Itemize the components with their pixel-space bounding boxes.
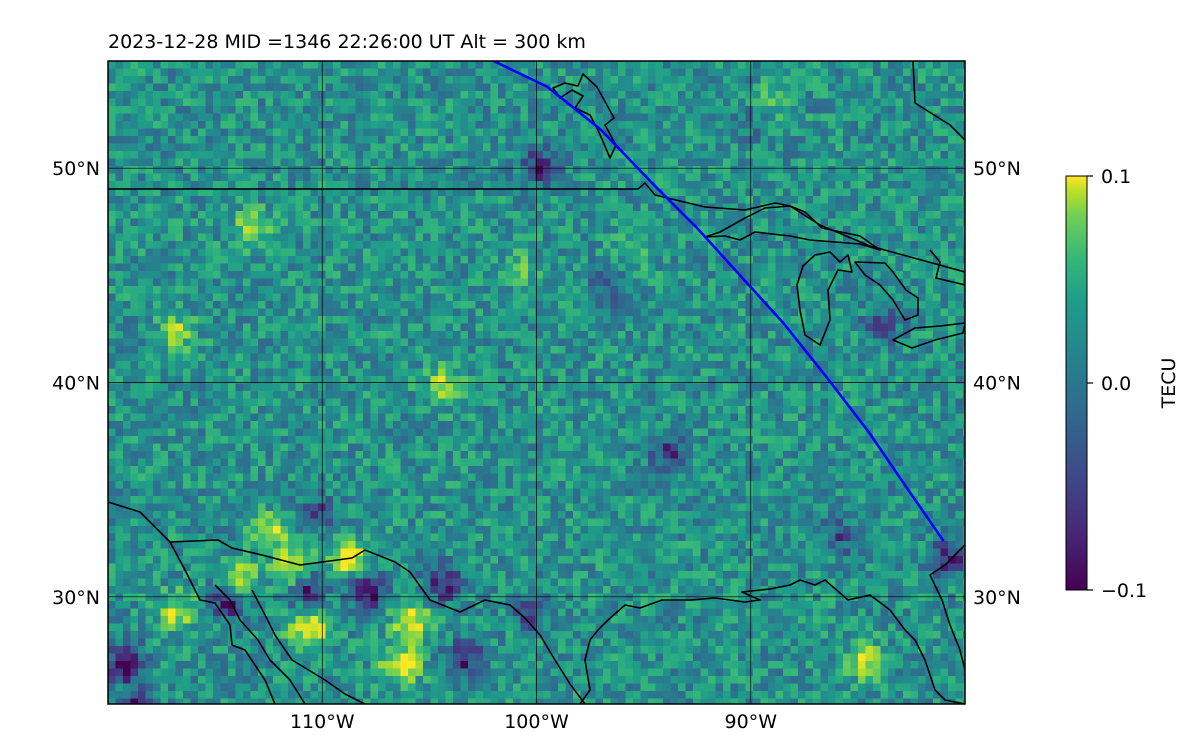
baja-gulf-coast [169,541,276,704]
x-tick-label: 90°W [725,711,778,733]
coastlines-and-borders [108,61,965,704]
lake-huron [854,261,919,321]
colorbar-tick-label: 0.0 [1101,373,1131,395]
colorbar-gradient [1065,175,1088,591]
y-tick-label-right: 40°N [973,373,1021,395]
axis-ticks: 110°W 100°W 90°W 50°N 50°N 40°N 40°N 30°N 30°N [52,158,1021,733]
mexico-west-coast [251,589,366,704]
eastern-shoreline [929,249,965,286]
lake-michigan [796,251,853,346]
tec-anomaly-field [108,61,965,704]
texas-coast [579,619,609,704]
colorbar-tick-label: −0.1 [1101,580,1147,602]
colorbar: 0.1 0.0 −0.1 TECU [1065,166,1180,602]
x-tick-label: 110°W [290,711,355,733]
y-tick-label-right: 30°N [973,587,1021,609]
y-tick-label-right: 50°N [973,158,1021,180]
hudson-bay-east-coast [912,61,965,141]
colorbar-ticks: 0.1 0.0 −0.1 [1087,166,1147,602]
x-tick-label: 100°W [504,711,569,733]
colorbar-label: TECU [1158,358,1180,410]
colorbar-tick-label: 0.1 [1101,166,1131,188]
lake-superior [704,205,881,251]
map-title: 2023-12-28 MID =1346 22:26:00 UT Alt = 3… [108,31,586,53]
sonora-coast [214,584,306,704]
map-frame [107,60,966,705]
hudson-bay-coast [552,73,617,159]
map-area [108,61,965,704]
us-canada-border [108,182,965,273]
y-tick-label-left: 30°N [52,587,100,609]
lake-erie-ontario [892,322,965,349]
satellite-ground-track [493,61,945,542]
florida-atlantic-coast [929,544,965,671]
y-tick-label-left: 50°N [52,158,100,180]
y-tick-label-left: 40°N [52,373,100,395]
gulf-coast [607,579,965,704]
mexico-border [108,501,586,704]
gridlines [108,61,965,704]
